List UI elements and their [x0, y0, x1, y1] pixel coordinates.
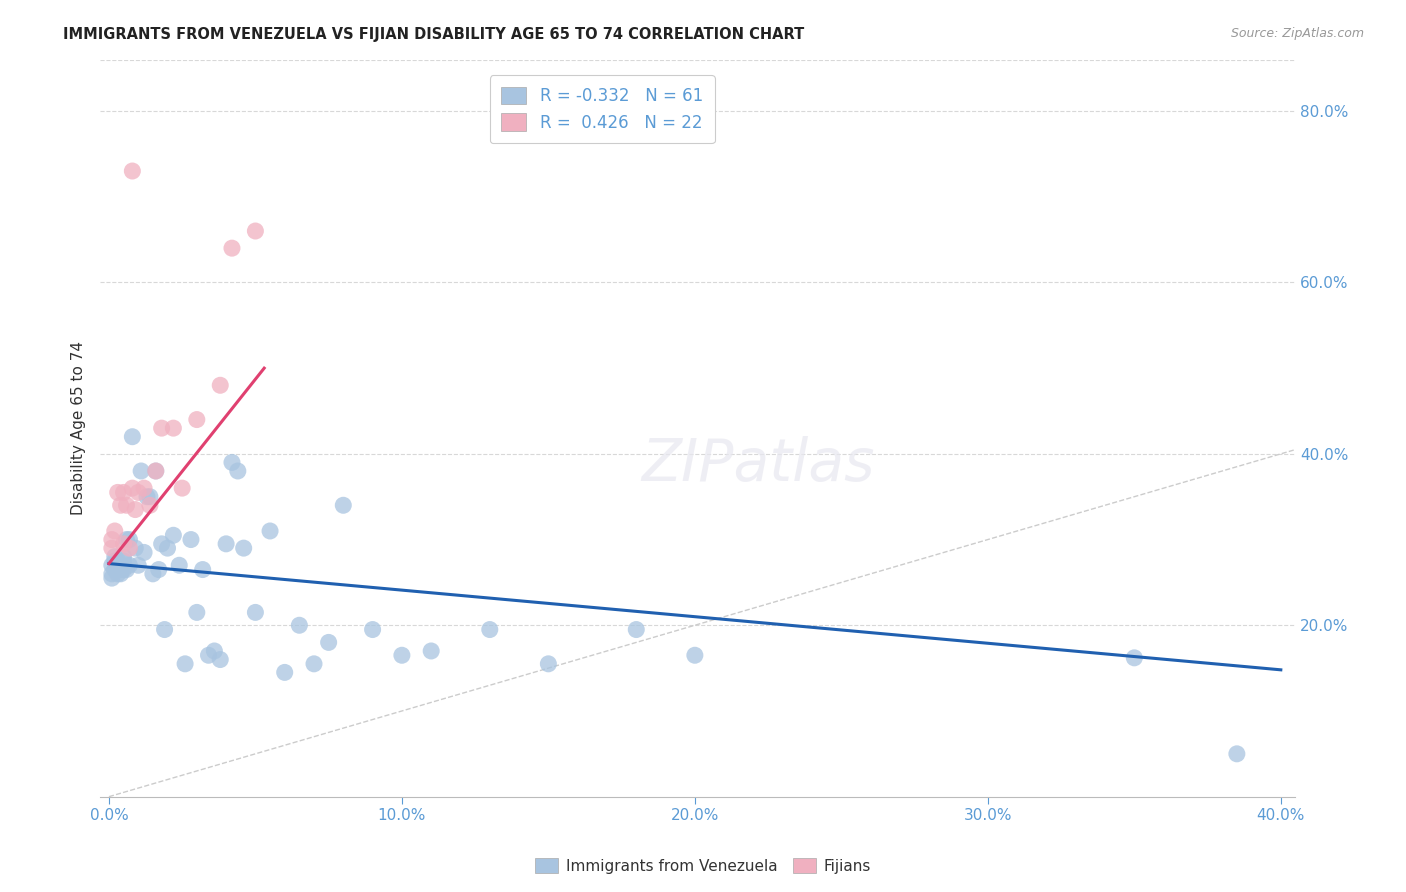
- Legend: Immigrants from Venezuela, Fijians: Immigrants from Venezuela, Fijians: [529, 852, 877, 880]
- Point: [180, 533, 202, 547]
- Point: [121, 164, 143, 178]
- Point: [318, 635, 340, 649]
- Y-axis label: Disability Age 65 to 74: Disability Age 65 to 74: [72, 341, 86, 516]
- Point: [420, 644, 443, 658]
- Point: [101, 541, 124, 555]
- Point: [148, 563, 170, 577]
- Point: [112, 554, 135, 568]
- Text: IMMIGRANTS FROM VENEZUELA VS FIJIAN DISABILITY AGE 65 TO 74 CORRELATION CHART: IMMIGRANTS FROM VENEZUELA VS FIJIAN DISA…: [63, 27, 804, 42]
- Point: [101, 558, 124, 573]
- Point: [115, 563, 138, 577]
- Point: [162, 421, 184, 435]
- Point: [478, 623, 501, 637]
- Point: [115, 533, 138, 547]
- Point: [273, 665, 295, 680]
- Point: [172, 481, 194, 495]
- Point: [129, 464, 152, 478]
- Point: [1123, 650, 1146, 665]
- Point: [104, 563, 127, 577]
- Point: [167, 558, 190, 573]
- Point: [139, 490, 162, 504]
- Point: [101, 533, 124, 547]
- Point: [232, 541, 254, 555]
- Point: [259, 524, 281, 538]
- Legend: R = -0.332   N = 61, R =  0.426   N = 22: R = -0.332 N = 61, R = 0.426 N = 22: [489, 75, 714, 144]
- Point: [104, 554, 127, 568]
- Point: [107, 558, 129, 573]
- Point: [124, 541, 146, 555]
- Point: [197, 648, 219, 663]
- Point: [101, 571, 124, 585]
- Point: [221, 455, 243, 469]
- Point: [302, 657, 325, 671]
- Point: [226, 464, 249, 478]
- Point: [112, 549, 135, 564]
- Point: [118, 533, 141, 547]
- Point: [288, 618, 311, 632]
- Text: ZIPatlas: ZIPatlas: [641, 436, 875, 493]
- Point: [361, 623, 384, 637]
- Point: [174, 657, 197, 671]
- Point: [150, 421, 173, 435]
- Point: [683, 648, 706, 663]
- Point: [332, 498, 354, 512]
- Point: [118, 558, 141, 573]
- Point: [112, 537, 135, 551]
- Point: [209, 652, 232, 666]
- Point: [104, 549, 127, 564]
- Point: [191, 563, 214, 577]
- Point: [202, 644, 225, 658]
- Point: [1226, 747, 1249, 761]
- Point: [156, 541, 179, 555]
- Point: [112, 563, 135, 577]
- Point: [186, 412, 208, 426]
- Point: [132, 545, 155, 559]
- Point: [162, 528, 184, 542]
- Point: [221, 241, 243, 255]
- Point: [107, 566, 129, 581]
- Point: [110, 498, 132, 512]
- Point: [121, 481, 143, 495]
- Point: [537, 657, 560, 671]
- Point: [127, 485, 149, 500]
- Point: [107, 485, 129, 500]
- Point: [209, 378, 232, 392]
- Point: [110, 563, 132, 577]
- Point: [124, 502, 146, 516]
- Point: [112, 485, 135, 500]
- Point: [110, 558, 132, 573]
- Point: [136, 490, 159, 504]
- Point: [626, 623, 648, 637]
- Point: [107, 554, 129, 568]
- Point: [104, 524, 127, 538]
- Point: [245, 606, 267, 620]
- Text: Source: ZipAtlas.com: Source: ZipAtlas.com: [1230, 27, 1364, 40]
- Point: [145, 464, 167, 478]
- Point: [132, 481, 155, 495]
- Point: [127, 558, 149, 573]
- Point: [115, 498, 138, 512]
- Point: [121, 430, 143, 444]
- Point: [186, 606, 208, 620]
- Point: [110, 566, 132, 581]
- Point: [142, 566, 165, 581]
- Point: [215, 537, 238, 551]
- Point: [101, 566, 124, 581]
- Point: [139, 498, 162, 512]
- Point: [391, 648, 413, 663]
- Point: [145, 464, 167, 478]
- Point: [245, 224, 267, 238]
- Point: [118, 541, 141, 555]
- Point: [150, 537, 173, 551]
- Point: [153, 623, 176, 637]
